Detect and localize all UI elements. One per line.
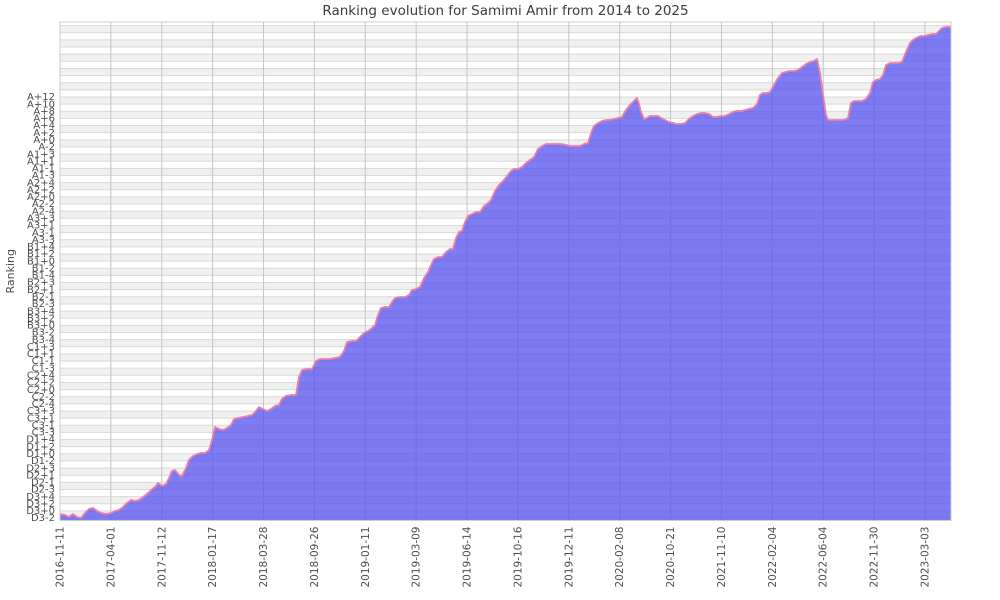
y-tick-label: D3+0 (26, 506, 55, 517)
y-tick-label: B3+2 (27, 313, 55, 324)
x-tick-label: 2016-11-11 (55, 527, 67, 588)
y-tick-label: B1+0 (27, 256, 55, 267)
y-tick-label: A+10 (27, 99, 55, 110)
x-tick-label: 2018-09-26 (309, 526, 321, 587)
y-tick-label: D3+4 (26, 492, 55, 503)
y-tick-label: A2-2 (32, 199, 55, 210)
y-tick-label: A+0 (33, 135, 55, 146)
x-tick-label: 2023-03-03 (919, 527, 931, 588)
y-tick-label: B3+4 (27, 306, 55, 317)
y-tick-label: A+8 (33, 106, 55, 117)
x-tick-label: 2017-04-01 (105, 527, 117, 588)
x-tick-label: 2017-11-12 (156, 527, 168, 588)
y-tick-label: C1+3 (27, 342, 55, 353)
y-tick-label: A3+3 (27, 214, 55, 225)
y-tick-label: B2+3 (27, 278, 55, 289)
y-tick-label: D2+3 (26, 463, 55, 474)
x-tick-label: 2018-01-17 (207, 527, 219, 588)
y-tick-label: B1-4 (32, 271, 55, 282)
y-tick-label: C3-1 (32, 420, 55, 431)
y-tick-label: C3-3 (32, 428, 55, 439)
x-tick-label: 2022-02-04 (767, 526, 779, 587)
y-tick-label: C2+4 (27, 371, 55, 382)
y-tick-label: A2+2 (27, 185, 55, 196)
y-axis-tick-labels: A+12A+10A+8A+6A+4A+2A+0A-2A1+3A1+1A1-1A1… (26, 92, 55, 524)
y-tick-label: B2-3 (32, 299, 55, 310)
y-tick-label: C2-4 (32, 399, 55, 410)
x-tick-label: 2019-06-14 (462, 526, 474, 587)
x-tick-label: 2019-10-16 (512, 526, 524, 587)
y-tick-label: A+6 (33, 114, 55, 125)
y-tick-label: A2-4 (32, 206, 55, 217)
y-tick-label: D1-2 (31, 456, 55, 467)
y-tick-label: C1-3 (32, 363, 55, 374)
y-tick-label: B1+4 (27, 242, 55, 253)
y-tick-label: B2-1 (32, 292, 55, 303)
y-tick-label: B2+1 (27, 285, 55, 296)
y-axis-title: Ranking (4, 249, 17, 294)
ranking-series-edge-line (59, 26, 951, 519)
y-tick-label: A+12 (27, 92, 55, 103)
x-tick-label: 2020-10-21 (665, 527, 677, 588)
x-tick-label: 2018-03-28 (258, 527, 270, 588)
y-tick-label: D2-1 (31, 478, 55, 489)
y-tick-label: D2-3 (31, 485, 55, 496)
y-tick-label: C2+2 (27, 378, 55, 389)
x-tick-label: 2022-11-30 (869, 527, 881, 588)
y-tick-label: A+4 (33, 121, 55, 132)
y-tick-label: B1+2 (27, 249, 55, 260)
y-tick-label: C1-1 (32, 356, 55, 367)
y-tick-label: D1+4 (26, 435, 55, 446)
y-tick-label: D2+1 (26, 470, 55, 481)
y-tick-label: C1+1 (27, 349, 55, 360)
x-tick-label: 2019-12-11 (563, 527, 575, 588)
chart-title: Ranking evolution for Samimi Amir from 2… (322, 3, 688, 19)
y-tick-label: D3+2 (26, 499, 55, 510)
x-tick-label: 2019-03-09 (411, 527, 423, 588)
y-tick-label: A2+4 (27, 178, 55, 189)
y-tick-label: A2+0 (27, 192, 55, 203)
y-tick-label: A3+1 (27, 221, 55, 232)
y-tick-label: A1+1 (27, 156, 55, 167)
y-tick-label: A3-3 (32, 235, 55, 246)
y-tick-label: D1+2 (26, 442, 55, 453)
plot-border (59, 21, 952, 521)
y-tick-label: D3-2 (31, 513, 55, 524)
y-tick-label: B3-2 (32, 328, 55, 339)
ranking-area-series (60, 27, 951, 521)
y-tick-label: B1-2 (32, 263, 55, 274)
y-tick-label: A+2 (33, 128, 55, 139)
x-axis-tick-labels: 2016-11-11 2017-04-01 2017-11-12 2018-01-17… (55, 526, 932, 587)
y-tick-label: D1+0 (26, 449, 55, 460)
y-tick-label: A3-1 (32, 228, 55, 239)
y-tick-label: C3+3 (27, 406, 55, 417)
y-tick-label: C2-2 (32, 392, 55, 403)
y-tick-label: A-2 (38, 142, 55, 153)
y-tick-label: B3-4 (32, 335, 55, 346)
y-tick-label: C2+0 (27, 385, 55, 396)
y-tick-label: A1-3 (32, 171, 55, 182)
y-tick-label: B3+0 (27, 321, 55, 332)
y-tick-label: A1-1 (32, 164, 55, 175)
y-tick-label: C3+1 (27, 413, 55, 424)
x-tick-label: 2022-06-04 (818, 526, 830, 587)
x-tick-label: 2020-02-08 (614, 527, 626, 588)
x-tick-label: 2019-01-11 (360, 527, 372, 588)
x-tick-label: 2021-11-10 (716, 527, 728, 588)
y-tick-label: A1+3 (27, 149, 55, 160)
